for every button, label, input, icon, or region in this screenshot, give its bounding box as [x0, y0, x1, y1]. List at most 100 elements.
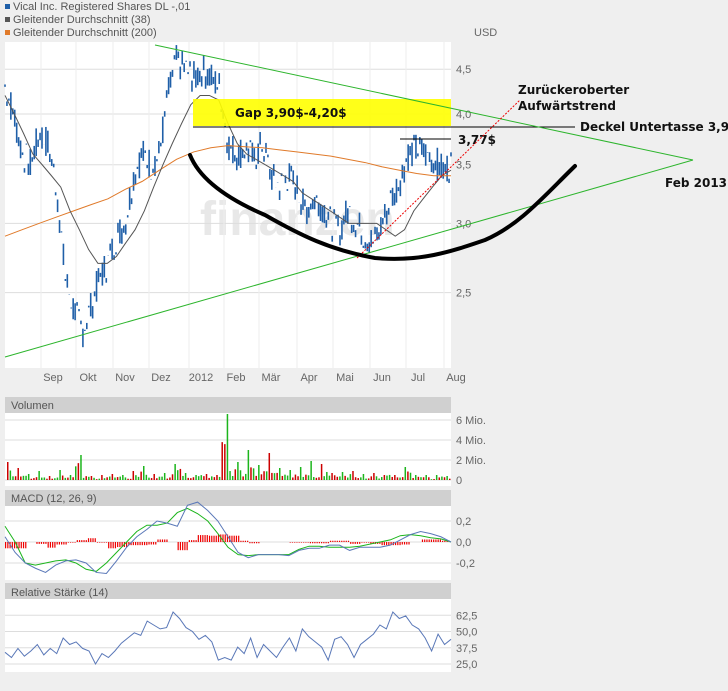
macd-histogram-bar: [43, 542, 45, 544]
volume-bar: [182, 475, 184, 480]
volume-bar: [114, 477, 116, 480]
volume-bar: [302, 476, 305, 480]
volume-bar: [407, 471, 409, 480]
macd-histogram-bar: [157, 539, 159, 542]
macd-histogram-bar: [428, 539, 430, 542]
macd-histogram-bar: [426, 539, 428, 542]
macd-histogram-bar: [52, 542, 54, 548]
volume-bar: [179, 468, 182, 480]
macd-histogram-bar: [399, 542, 401, 546]
volume-bar: [9, 470, 12, 480]
deckel-label: Deckel Untertasse 3,90$: [580, 120, 728, 134]
x-tick-label: Okt: [79, 372, 96, 384]
macd-histogram-bar: [114, 542, 117, 549]
macd-histogram-bar: [152, 542, 155, 545]
macd-histogram-bar: [213, 535, 215, 542]
macd-histogram-bar: [433, 539, 435, 542]
macd-histogram-bar: [69, 542, 72, 543]
volume-bar: [88, 476, 90, 480]
target-label: Feb 2013: [665, 176, 727, 190]
volume-bar: [412, 478, 414, 480]
macd-histogram-bar: [289, 542, 291, 543]
macd-histogram-bar: [186, 542, 188, 551]
volume-bar: [48, 476, 51, 480]
volume-bar: [140, 471, 142, 480]
macd-histogram-bar: [444, 540, 446, 542]
macd-histogram-bar: [368, 542, 370, 543]
volume-bar: [258, 465, 260, 480]
y-tick-label: 6 Mio.: [456, 415, 486, 427]
volume-bar: [30, 478, 33, 480]
macd-histogram-bar: [139, 542, 141, 546]
volume-bar: [148, 477, 150, 480]
macd-histogram-bar: [435, 539, 437, 542]
volume-bar: [430, 479, 433, 480]
macd-histogram-bar: [307, 542, 309, 543]
volume-bar: [438, 477, 441, 480]
macd-histogram-bar: [208, 535, 211, 542]
macd-histogram-bar: [18, 542, 20, 549]
macd-histogram-bar: [128, 542, 130, 546]
volume-bar: [409, 472, 412, 480]
volume-bar: [75, 466, 77, 480]
volume-bar: [56, 477, 59, 480]
macd-histogram-bar: [206, 535, 208, 542]
volume-bar: [281, 475, 284, 480]
macd-histogram-bar: [164, 539, 166, 542]
volume-bar: [205, 474, 208, 480]
macd-histogram-bar: [359, 542, 361, 544]
volume-bar: [239, 470, 242, 480]
macd-histogram-bar: [352, 542, 354, 544]
macd-histogram-bar: [325, 542, 327, 544]
volume-bar: [286, 475, 289, 480]
macd-histogram-bar: [347, 540, 350, 542]
volume-bar: [328, 475, 331, 480]
saucer-curve: [188, 153, 577, 261]
volume-bar: [234, 469, 237, 480]
legend-swatch-price: [5, 4, 10, 9]
macd-histogram-bar: [303, 542, 305, 543]
macd-histogram-bar: [110, 542, 112, 549]
volume-bar: [435, 475, 438, 480]
volume-bar: [119, 476, 121, 480]
macd-histogram-bar: [179, 542, 182, 551]
volume-bar: [145, 474, 148, 480]
macd-histogram-bar: [323, 542, 325, 544]
volume-bar: [323, 476, 325, 480]
y-tick-label: 0,0: [456, 537, 471, 549]
macd-histogram-bar: [329, 540, 332, 542]
y-tick-label: 3,0: [456, 218, 471, 230]
macd-histogram-bar: [211, 535, 213, 542]
volume-bar: [80, 455, 82, 480]
macd-histogram-bar: [343, 540, 345, 542]
macd-histogram-bar: [240, 540, 242, 542]
gap-label: Gap 3,90$-4,20$: [235, 106, 347, 120]
macd-histogram-bar: [390, 542, 392, 546]
volume-bar: [95, 479, 98, 480]
volume-bar: [320, 464, 323, 480]
y-tick-label: 0: [456, 475, 462, 487]
legend-swatch-ma200: [5, 30, 10, 35]
macd-histogram-bar: [38, 542, 40, 544]
volume-bar: [326, 471, 328, 480]
macd-histogram-bar: [13, 542, 16, 549]
rsi-header: [5, 583, 451, 599]
macd-histogram-bar: [354, 542, 356, 544]
macd-histogram-bar: [22, 542, 25, 549]
volume-bar: [425, 475, 427, 480]
macd-histogram-bar: [215, 535, 217, 542]
macd-histogram-bar: [92, 538, 94, 542]
macd-histogram-bar: [300, 542, 303, 543]
macd-histogram-bar: [321, 542, 323, 544]
macd-histogram-bar: [258, 542, 260, 544]
level-label: 3,77$: [458, 133, 496, 147]
volume-bar: [370, 476, 373, 480]
macd-histogram-bar: [54, 542, 56, 548]
y-tick-label: 2,5: [456, 288, 471, 300]
volume-bar: [25, 475, 27, 480]
macd-header: [5, 490, 451, 506]
legend-ma200: Gleitender Durchschnitt (200): [13, 27, 157, 39]
x-tick-label: Feb: [227, 372, 246, 384]
macd-histogram-bar: [85, 540, 87, 542]
